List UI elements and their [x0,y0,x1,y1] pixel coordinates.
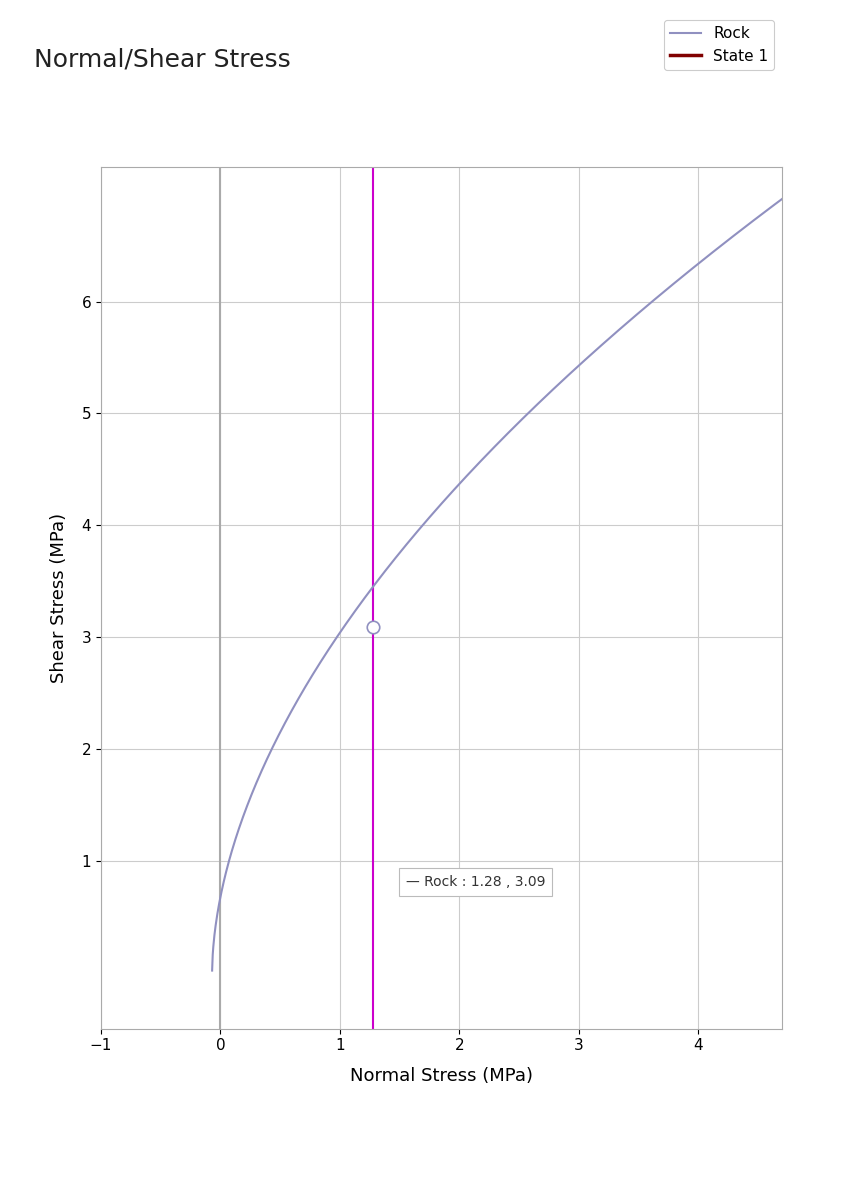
X-axis label: Normal Stress (MPa): Normal Stress (MPa) [350,1067,533,1085]
Line: Rock: Rock [212,190,794,971]
Rock [671,274,681,288]
Rock [789,183,799,197]
Text: Normal/Shear Stress: Normal/Shear Stress [34,48,290,72]
Rock [207,964,217,978]
Rock [442,490,452,505]
Rock [463,466,473,481]
Text: — Rock : 1.28 , 3.09: — Rock : 1.28 , 3.09 [405,874,545,889]
Rock [606,329,616,343]
Legend: Rock, State 1: Rock, State 1 [664,20,775,69]
Y-axis label: Shear Stress (MPa): Shear Stress (MPa) [50,513,67,683]
Rock [661,283,671,298]
Rock [267,743,277,757]
